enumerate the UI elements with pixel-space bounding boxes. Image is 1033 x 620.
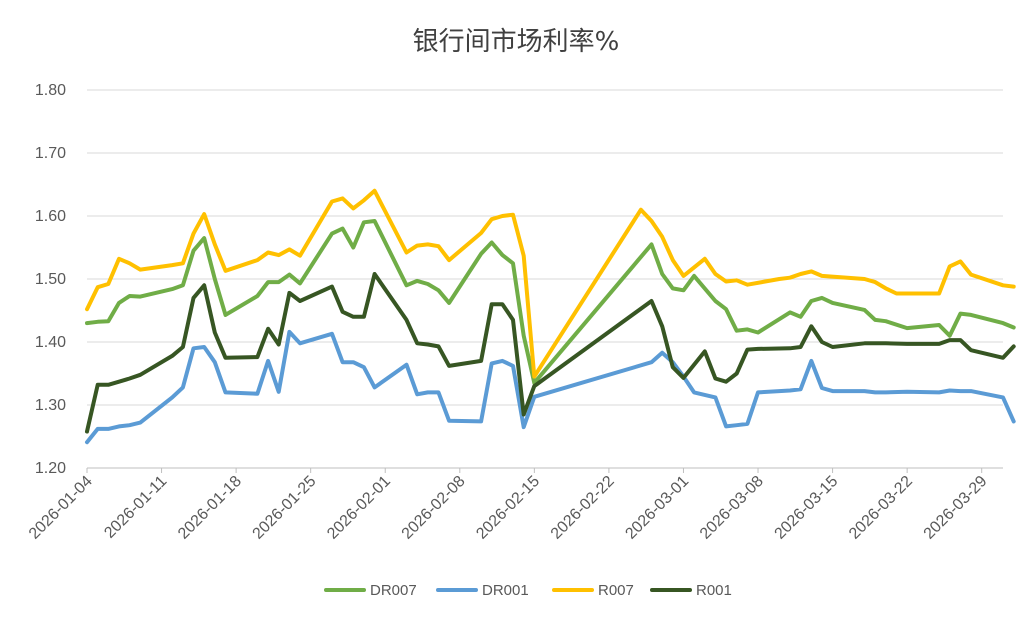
series-lines [85,188,1016,445]
series-line-dr001 [85,329,1016,445]
y-tick-label: 1.50 [35,271,66,288]
x-tick-label: 2026-03-15 [772,473,842,543]
x-tick-label: 2026-03-08 [697,473,767,543]
series-line-r007 [85,188,1016,379]
chart-title: 银行间市场利率% [413,27,620,57]
legend-label-dr001: DR001 [482,582,529,599]
gridlines [87,89,1003,469]
x-tick-label: 2026-01-18 [175,473,245,543]
legend-label-r001: R001 [696,582,732,599]
x-tick-label: 2026-01-25 [250,473,320,543]
x-tick-label: 2026-02-22 [548,473,618,543]
y-tick-label: 1.60 [35,208,66,225]
legend-label-dr007: DR007 [370,582,417,599]
series-line-dr007 [85,219,1016,385]
legend: DR007 DR001 R007 R001 [324,582,732,599]
x-tick-label: 2026-02-15 [473,473,543,543]
legend-label-r007: R007 [598,582,634,599]
x-axis-ticks: 2026-01-04 2026-01-11 2026-01-18 2026-01-25… [26,468,991,543]
x-tick-label: 2026-03-22 [846,473,916,543]
x-tick-label: 2026-02-01 [324,473,394,543]
series-line-r001 [85,272,1016,434]
y-tick-label: 1.70 [35,145,66,162]
x-tick-label: 2026-01-04 [26,473,96,543]
x-tick-label: 2026-02-08 [399,473,469,543]
y-tick-label: 1.40 [35,334,66,351]
y-axis-ticks: 1.20 1.30 1.40 1.50 1.60 1.70 1.80 [35,82,66,477]
y-tick-label: 1.30 [35,397,66,414]
x-tick-label: 2026-03-01 [622,473,692,543]
x-tick-label: 2026-01-11 [101,473,170,542]
y-tick-label: 1.80 [35,82,66,99]
x-tick-label: 2026-03-29 [921,473,991,543]
y-tick-label: 1.20 [35,460,66,477]
